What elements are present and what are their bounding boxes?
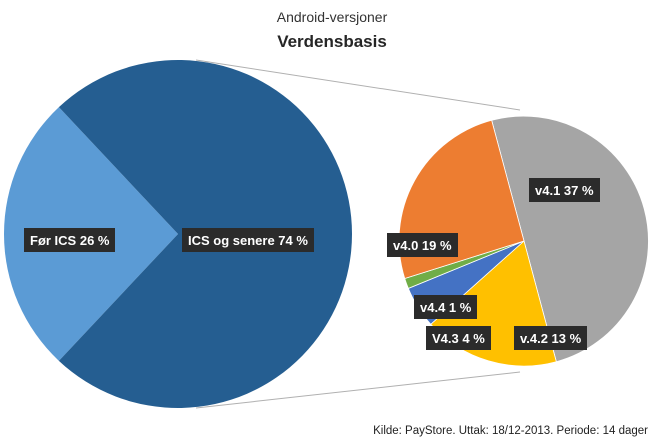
source-note: Kilde: PayStore. Uttak: 18/12-2013. Peri… bbox=[373, 425, 648, 437]
data-labels: Før ICS 26 % ICS og senere 74 % v4.1 37 % v… bbox=[24, 178, 600, 350]
data-label-box-ics-og-senere bbox=[182, 228, 314, 252]
pie-slice-v4-1 bbox=[491, 115, 649, 363]
data-label-box-v4-4 bbox=[414, 295, 477, 319]
data-label-v-4-2: v.4.2 13 % bbox=[520, 331, 582, 346]
chart-title: Android-versjoner bbox=[277, 9, 388, 25]
data-label-box-f-r-ics bbox=[24, 228, 115, 252]
data-label-box-v4-3 bbox=[426, 326, 491, 350]
connector-line-bottom bbox=[195, 371, 521, 409]
data-label-box-v4-1 bbox=[529, 178, 600, 202]
chart-subtitle: Verdensbasis bbox=[277, 32, 387, 51]
data-label-v4-3: V4.3 4 % bbox=[432, 331, 485, 346]
data-label-f-r-ics: Før ICS 26 % bbox=[30, 233, 110, 248]
data-label-ics-og-senere: ICS og senere 74 % bbox=[188, 233, 308, 248]
connector-line-top bbox=[195, 59, 521, 111]
data-label-box-v-4-2 bbox=[514, 326, 587, 350]
data-label-v4-4: v4.4 1 % bbox=[420, 300, 472, 315]
data-label-box-v4-0 bbox=[387, 233, 458, 257]
data-label-v4-0: v4.0 19 % bbox=[393, 238, 452, 253]
data-label-v4-1: v4.1 37 % bbox=[535, 183, 594, 198]
